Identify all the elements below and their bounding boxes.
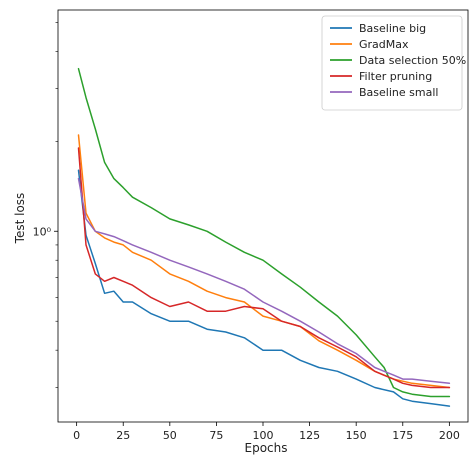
series-line-0: [77, 169, 451, 407]
y-tick-label: 10⁰: [33, 225, 52, 238]
x-tick-label: 125: [299, 429, 320, 442]
legend-label: GradMax: [359, 38, 409, 51]
x-tick-label: 0: [73, 429, 80, 442]
legend-box: [321, 15, 463, 111]
x-axis-label: Epochs: [245, 441, 288, 455]
series-line-2: [77, 67, 451, 398]
y-axis-label: Test loss: [13, 193, 27, 245]
legend-label: Data selection 50%: [359, 54, 466, 67]
x-tick-label: 175: [392, 429, 413, 442]
x-tick-label: 150: [346, 429, 367, 442]
legend-label: Filter pruning: [359, 70, 432, 83]
x-tick-label: 200: [439, 429, 460, 442]
legend: Baseline big GradMax Data selection 50% Fil…: [321, 15, 466, 111]
series-line-4: [77, 177, 451, 385]
series-line-3: [77, 147, 451, 389]
x-tick-label: 50: [163, 429, 177, 442]
x-tick-label: 25: [116, 429, 130, 442]
axes-layer: 0 25 50 75 100 125 150 175 200 10⁰: [33, 9, 469, 442]
x-tick-label: 100: [253, 429, 274, 442]
legend-label: Baseline small: [359, 86, 438, 99]
x-tick-label: 75: [209, 429, 223, 442]
plot-layer: [77, 67, 451, 407]
legend-label: Baseline big: [359, 22, 426, 35]
